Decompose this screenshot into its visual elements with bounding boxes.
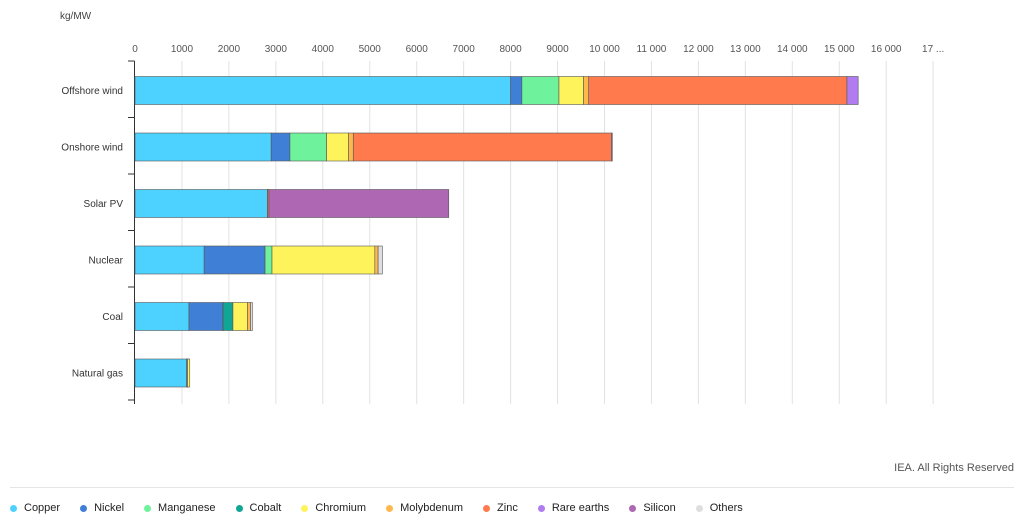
legend-swatch: [144, 504, 152, 512]
legend-item[interactable]: Zinc: [483, 502, 518, 514]
legend-swatch: [483, 504, 491, 512]
y-tick-label: Offshore wind: [61, 86, 123, 97]
y-tick-label: Solar PV: [84, 199, 124, 210]
legend-item[interactable]: Rare earths: [537, 502, 610, 514]
x-tick-label: 0: [132, 44, 138, 55]
bar-segment: [188, 302, 224, 331]
bar-segment: [134, 132, 272, 162]
legend-item[interactable]: Copper: [10, 502, 60, 514]
bar-segment: [271, 245, 376, 275]
bar-segment: [611, 132, 613, 162]
bar-segment: [264, 245, 273, 275]
bar-segment: [222, 302, 234, 331]
unit-label: kg/MW: [60, 11, 92, 22]
x-tick-label: 13 000: [730, 44, 761, 55]
legend-item[interactable]: Manganese: [144, 502, 216, 514]
x-tick-label: 15 000: [824, 44, 855, 55]
x-tick-label: 2000: [218, 44, 241, 55]
bar-segment: [521, 76, 560, 105]
legend-label: Nickel: [94, 502, 125, 514]
y-tick-label: Onshore wind: [61, 143, 123, 154]
x-tick-label: 11 000: [637, 44, 667, 55]
x-tick-label: 12 000: [683, 44, 714, 55]
bar-segment: [203, 245, 266, 275]
x-tick-label: 7000: [453, 44, 476, 55]
x-tick-label: 14 000: [777, 44, 808, 55]
bar-segment: [134, 302, 190, 331]
bar-segment: [558, 76, 584, 105]
x-tick-label: 5000: [359, 44, 382, 55]
x-tick-label: 17 ...: [922, 44, 944, 55]
bar-segment: [187, 358, 191, 388]
legend-swatch: [537, 504, 545, 512]
legend-item[interactable]: Silicon: [629, 502, 676, 514]
bar-segment: [247, 302, 251, 331]
bar-segment: [134, 358, 187, 388]
x-tick-label: 16 000: [871, 44, 902, 55]
bar-segment: [348, 132, 354, 162]
legend-item[interactable]: Nickel: [80, 502, 124, 514]
legend-label: Manganese: [158, 502, 216, 514]
bar-segment: [326, 132, 349, 162]
bar-segment: [846, 76, 859, 105]
x-tick-label: 6000: [406, 44, 429, 55]
legend-swatch: [386, 504, 394, 512]
legend-swatch: [235, 504, 243, 512]
bar-segment: [134, 245, 205, 275]
bar-segment: [134, 189, 268, 218]
legend-label: Zinc: [497, 502, 518, 514]
x-tick-label: 3000: [265, 44, 288, 55]
x-tick-label: 4000: [312, 44, 335, 55]
chart: kg/MW 0 1000 2000 3000 4000 5000 6000 7000 8000 9…: [60, 11, 944, 404]
legend-label: Rare earths: [551, 502, 610, 514]
legend-label: Molybdenum: [400, 502, 464, 514]
bar-segment: [250, 302, 253, 331]
legend-label: Silicon: [643, 502, 676, 514]
bar-segment: [583, 76, 590, 105]
bar-segment: [289, 132, 327, 162]
x-axis: 0 1000 2000 3000 4000 5000 6000 7000 8000 9000 10 …: [132, 44, 944, 55]
x-tick-label: 10 000: [589, 44, 620, 55]
legend-item[interactable]: Cobalt: [235, 502, 282, 514]
y-tick-label: Coal: [102, 312, 123, 323]
legend-item[interactable]: Chromium: [301, 502, 366, 514]
bar-segment: [232, 302, 248, 331]
legend-swatch: [10, 504, 17, 512]
bars: [134, 76, 859, 388]
credit-text: IEA. All Rights Reserved: [894, 462, 1014, 474]
legend-swatch: [301, 504, 309, 512]
divider: [10, 487, 1014, 488]
x-tick-label: 8000: [499, 44, 522, 55]
legend-item[interactable]: Molybdenum: [386, 502, 463, 514]
legend-swatch: [695, 504, 703, 512]
grid: [181, 61, 934, 404]
bar-segment: [377, 245, 383, 275]
legend-label: Cobalt: [249, 502, 282, 514]
bar-segment: [374, 245, 379, 275]
legend: Copper Nickel Manganese Cobalt Chromium Molyb…: [10, 498, 763, 518]
y-axis: Offshore wind Onshore wind Solar PV Nuclear…: [61, 60, 135, 404]
x-tick-label: 9000: [546, 44, 569, 55]
bar-segment: [134, 76, 511, 105]
legend-swatch: [629, 504, 637, 512]
legend-label: Others: [709, 502, 743, 514]
bar-segment: [270, 132, 291, 162]
legend-label: Chromium: [315, 502, 367, 514]
x-tick-label: 1000: [171, 44, 194, 55]
legend-label: Copper: [24, 502, 61, 514]
legend-item[interactable]: Others: [695, 502, 743, 514]
bar-segment: [588, 76, 848, 105]
y-tick-label: Nuclear: [89, 256, 124, 267]
bar-segment: [352, 132, 612, 162]
legend-swatch: [80, 504, 88, 512]
bar-segment: [268, 189, 450, 218]
y-tick-label: Natural gas: [72, 369, 123, 380]
bar-segment: [510, 76, 523, 105]
